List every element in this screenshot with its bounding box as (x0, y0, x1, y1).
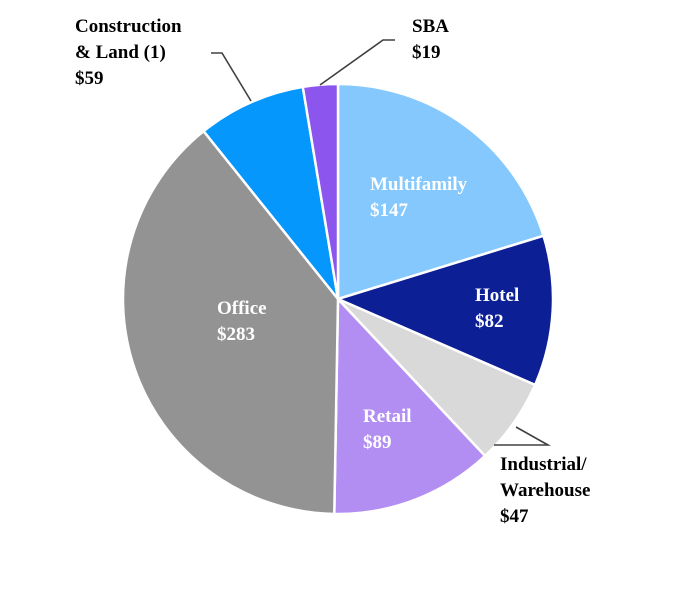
slice-label-line: $82 (475, 311, 504, 332)
slice-label-line: Office (217, 298, 267, 319)
slice-label-line: $59 (75, 68, 104, 89)
slice-label-line: Industrial/ (500, 454, 587, 475)
slice-label-hotel: Hotel $82 (475, 285, 519, 332)
slice-label-line: $47 (500, 506, 529, 527)
slice-label-line: $89 (363, 432, 392, 453)
pie-slices (121, 82, 555, 516)
slice-label-line: Warehouse (500, 480, 590, 501)
pie-slice-hotel (334, 234, 555, 387)
slice-label-line: $147 (370, 200, 409, 221)
slice-label-construction-land-1: Construction & Land (1) $59 (75, 16, 182, 89)
leader-line-industrial-warehouse (494, 426, 552, 446)
slice-labels: Multifamily $147 Hotel $82 Industrial/Wareho… (75, 16, 590, 527)
slice-label-industrial-warehouse: Industrial/Warehouse $47 (500, 454, 590, 527)
leader-lines (211, 39, 552, 446)
pie-slice-retail (333, 295, 487, 516)
leader-line-sba (319, 39, 395, 86)
slice-label-line: $283 (217, 324, 255, 345)
slice-label-multifamily: Multifamily $147 (370, 174, 468, 221)
slice-label-line: SBA (412, 16, 449, 37)
slice-label-retail: Retail $89 (363, 406, 412, 453)
slice-label-line: Multifamily (370, 174, 468, 195)
slice-label-sba: SBA $19 (412, 16, 449, 63)
pie-slice-office (121, 129, 340, 516)
pie-slice-construction-land-1 (201, 85, 341, 304)
slice-label-line: Construction (75, 16, 182, 37)
pie-slice-multifamily (336, 82, 546, 301)
slice-label-line: Retail (363, 406, 412, 427)
slice-label-office: Office $283 (217, 298, 267, 345)
slice-label-line: & Land (1) (75, 42, 166, 63)
slice-label-line: Hotel (475, 285, 519, 306)
leader-line-construction-land-1 (211, 52, 252, 102)
slice-label-line: $19 (412, 42, 441, 63)
